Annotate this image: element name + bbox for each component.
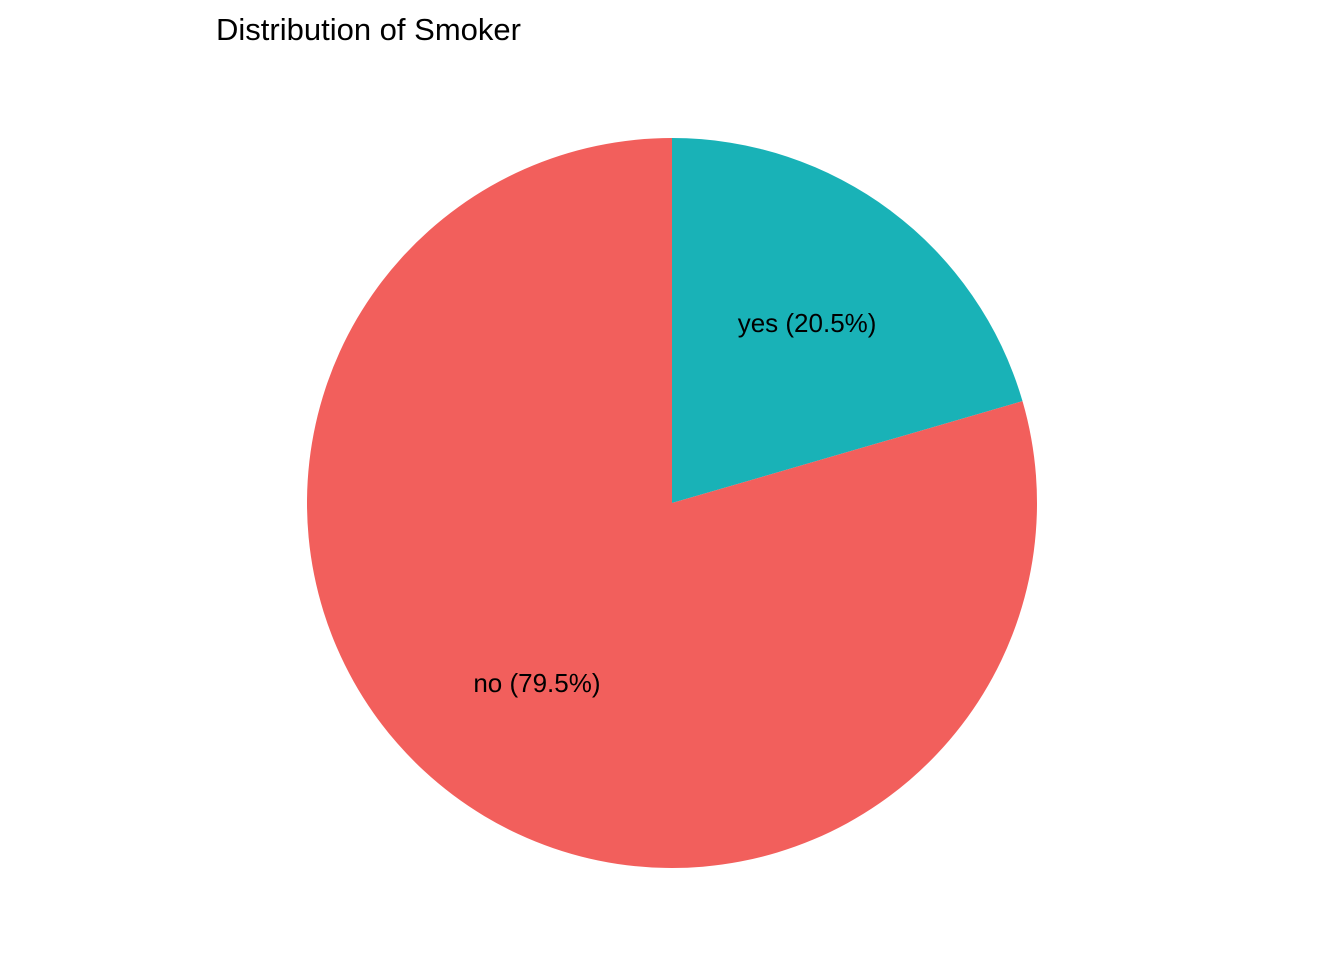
pie-slice-no — [307, 138, 1038, 868]
pie-labels: yes (20.5%) no (79.5%) — [473, 308, 876, 698]
pie-label-yes: yes (20.5%) — [738, 308, 877, 338]
chart-title: Distribution of Smoker — [216, 12, 521, 47]
pie-slices — [307, 138, 1038, 868]
pie-label-no: no (79.5%) — [473, 668, 600, 698]
pie-slice-yes — [672, 138, 1023, 503]
